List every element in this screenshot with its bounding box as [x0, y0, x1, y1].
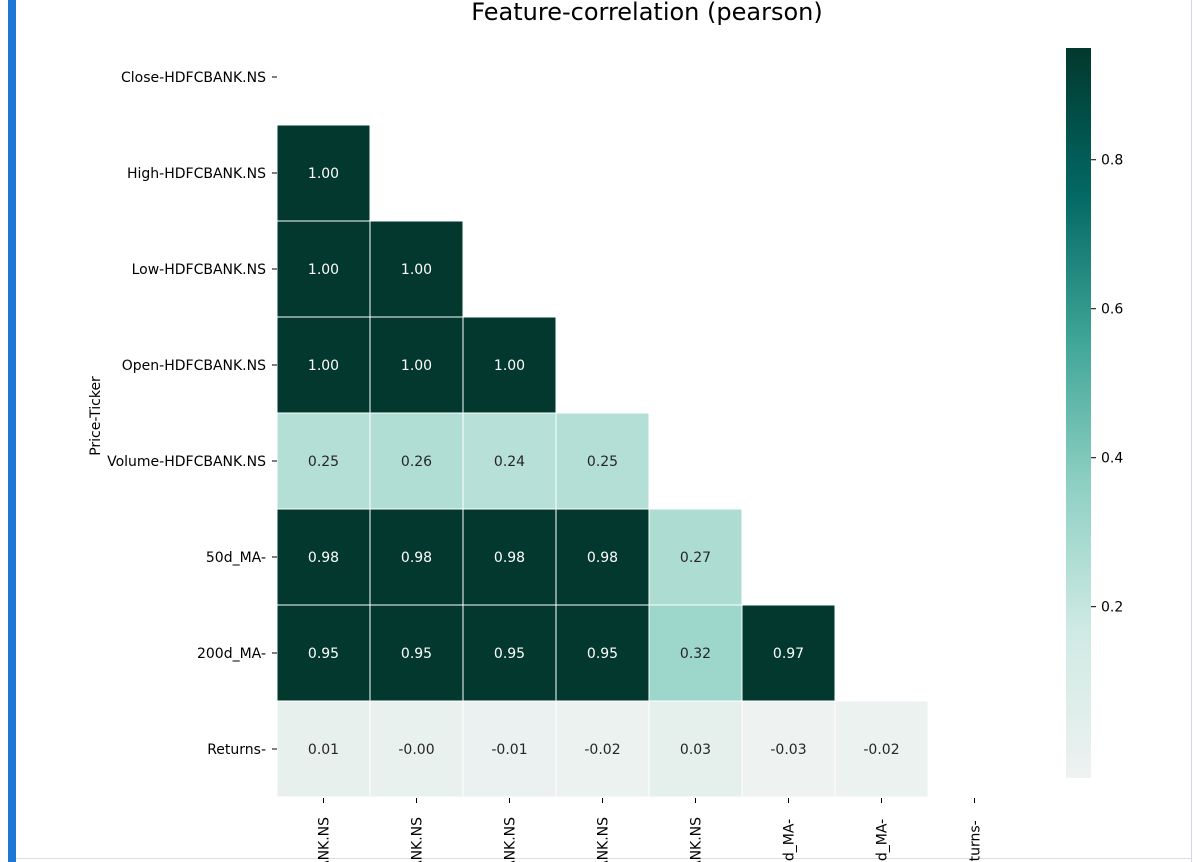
heatmap-cell: [648, 700, 743, 798]
cell-annotation: -0.00: [398, 742, 434, 758]
heatmap-cell: [555, 412, 650, 510]
cell-annotation: -0.02: [863, 742, 899, 758]
column-tick-label: ANK.NS: [503, 817, 519, 862]
cell-annotation: 0.03: [680, 742, 711, 758]
cell-annotation: 0.32: [680, 646, 711, 662]
colorbar-tick-label: 0.6: [1101, 302, 1123, 318]
cell-annotation: 0.98: [308, 550, 339, 566]
heatmap-cell: [555, 604, 650, 702]
cell-annotation: 0.95: [587, 646, 618, 662]
cell-annotation: 1.00: [308, 358, 339, 374]
colorbar: [1066, 48, 1091, 778]
row-tick-label: 200d_MA-: [197, 646, 266, 662]
heatmap-cells: 1.00 1.00 1.00 1.00 1.00 1.00 0.25 0.26 0.24 0.25…: [276, 124, 929, 798]
heatmap-cell: [648, 508, 743, 606]
heatmap-cell: [276, 220, 371, 318]
cell-annotation: 0.95: [401, 646, 432, 662]
column-tick-label: ANK.NS: [689, 817, 705, 862]
window-bottom-edge: [16, 858, 1191, 859]
heatmap-cell: [369, 508, 464, 606]
colorbar-ticks: 0.2 0.4 0.6 0.8: [1091, 153, 1123, 616]
row-tick-label: Volume-HDFCBANK.NS: [107, 454, 266, 470]
heatmap-cell: [462, 604, 557, 702]
column-tick-label: 0d_MA-: [875, 819, 891, 862]
cell-annotation: 0.26: [401, 454, 432, 470]
column-tick-labels: ANK.NS ANK.NS ANK.NS ANK.NS ANK.NS 0d_MA- 0d_M…: [317, 798, 984, 862]
cell-annotation: 0.98: [401, 550, 432, 566]
heatmap-cell: [369, 412, 464, 510]
colorbar-tick-label: 0.2: [1101, 600, 1123, 616]
column-tick-label: 0d_MA-: [782, 819, 798, 862]
heatmap-cell: [462, 316, 557, 414]
cell-annotation: 1.00: [308, 262, 339, 278]
cell-annotation: 0.97: [773, 646, 804, 662]
row-tick-label: Returns-: [207, 742, 266, 758]
cell-annotation: -0.02: [584, 742, 620, 758]
heatmap-cell: [369, 700, 464, 798]
row-tick-label: 50d_MA-: [206, 550, 266, 566]
window-left-edge: [8, 0, 16, 862]
cell-annotation: 0.95: [494, 646, 525, 662]
heatmap-cell: [276, 508, 371, 606]
cell-annotation: 1.00: [401, 358, 432, 374]
cell-annotation: 0.25: [587, 454, 618, 470]
cell-annotation: -0.01: [491, 742, 527, 758]
cell-annotation: 0.98: [587, 550, 618, 566]
y-axis-label: Price-Ticker: [88, 376, 104, 456]
cell-annotation: 0.98: [494, 550, 525, 566]
cell-annotation: -0.03: [770, 742, 806, 758]
cell-annotation: 1.00: [401, 262, 432, 278]
heatmap-cell: [462, 700, 557, 798]
cell-annotation: 1.00: [494, 358, 525, 374]
heatmap-cell: [462, 508, 557, 606]
heatmap-cell: [555, 508, 650, 606]
column-tick-label: ANK.NS: [410, 817, 426, 862]
row-tick-label: Open-HDFCBANK.NS: [122, 358, 266, 374]
column-tick-label: eturns-: [968, 820, 984, 862]
heatmap-cell: [834, 700, 929, 798]
colorbar-tick-label: 0.4: [1101, 451, 1123, 467]
heatmap-cell: [741, 700, 836, 798]
window-right-edge: [1191, 0, 1192, 862]
row-tick-label: Low-HDFCBANK.NS: [132, 262, 267, 278]
heatmap-cell: [276, 700, 371, 798]
cell-annotation: 0.01: [308, 742, 339, 758]
cell-annotation: 0.27: [680, 550, 711, 566]
heatmap-cell: [462, 412, 557, 510]
row-tick-labels: Close-HDFCBANK.NS High-HDFCBANK.NS Low-HDF…: [107, 70, 277, 758]
heatmap-cell: [555, 700, 650, 798]
chart-title: Feature-correlation (pearson): [471, 0, 822, 26]
row-tick-label: High-HDFCBANK.NS: [127, 166, 266, 182]
cell-annotation: 0.24: [494, 454, 525, 470]
cell-annotation: 0.95: [308, 646, 339, 662]
cell-annotation: 1.00: [308, 166, 339, 182]
colorbar-tick-label: 0.8: [1101, 153, 1123, 169]
column-tick-label: ANK.NS: [596, 817, 612, 862]
column-tick-label: ANK.NS: [317, 817, 333, 862]
row-tick-label: Close-HDFCBANK.NS: [121, 70, 266, 86]
cell-annotation: 0.25: [308, 454, 339, 470]
